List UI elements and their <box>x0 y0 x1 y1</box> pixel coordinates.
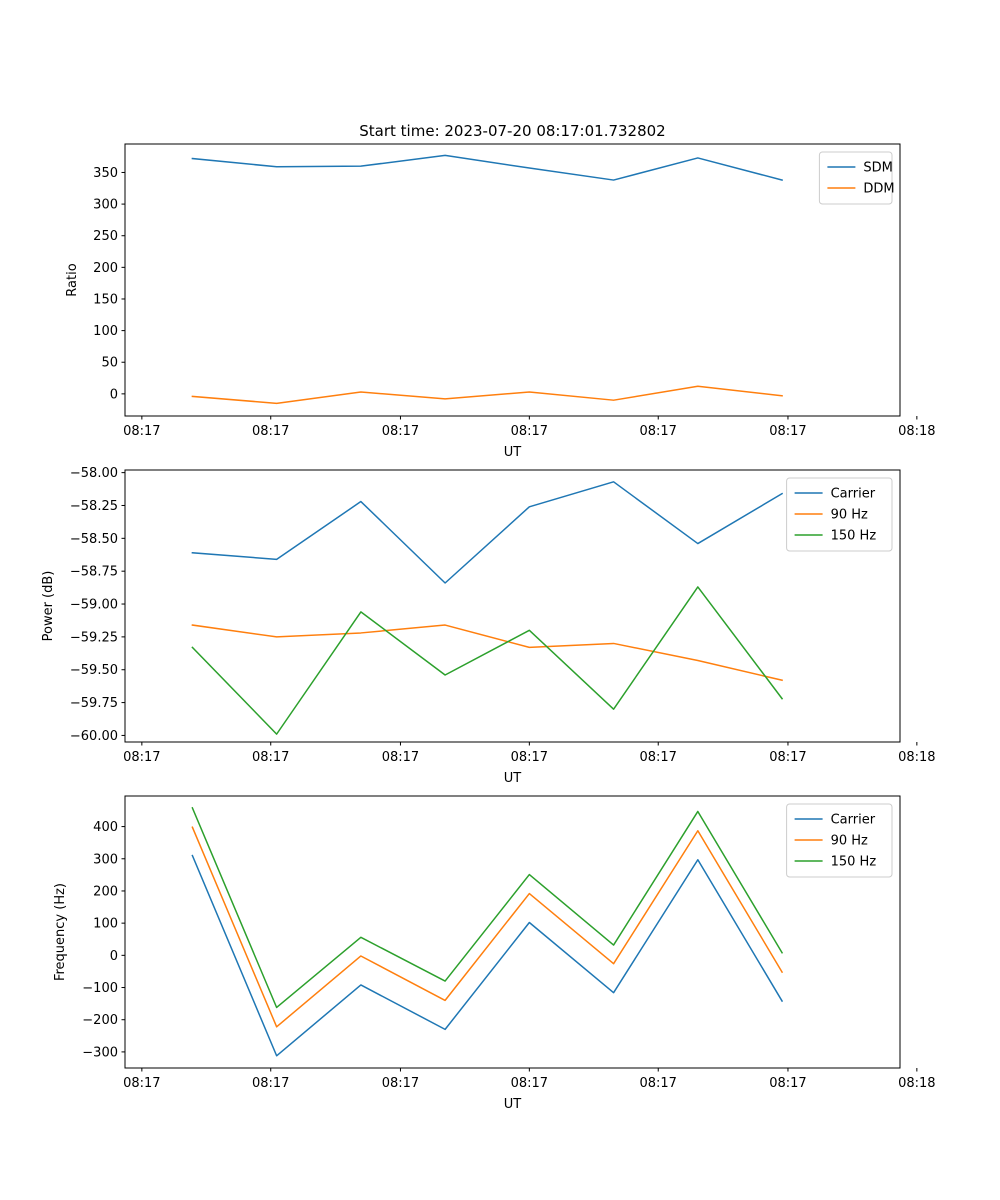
power-series-line-carrier <box>191 481 784 584</box>
ratio-y-tick-label: 250 <box>93 229 118 244</box>
power-x-tick-label: 08:17 <box>769 750 806 765</box>
ratio-legend-label-ddm: DDM <box>863 182 894 197</box>
frequency-y-tick-label: −200 <box>82 1013 118 1028</box>
power-legend-label-90-hz: 90 Hz <box>831 508 868 523</box>
frequency-plot-area <box>125 796 900 1068</box>
ratio-y-tick-label: 150 <box>93 292 118 307</box>
ratio-y-tick-label: 50 <box>101 356 118 371</box>
ratio-x-tick-label: 08:17 <box>382 424 419 439</box>
frequency-legend-box <box>786 803 893 878</box>
power-series-line-150-hz <box>191 586 784 735</box>
frequency-x-tick-label: 08:17 <box>511 1076 548 1091</box>
power-x-tick-label: 08:17 <box>511 750 548 765</box>
frequency-x-tick-label: 08:17 <box>769 1076 806 1091</box>
power-x-tick-label: 08:17 <box>252 750 289 765</box>
frequency-axes-frame <box>124 795 901 1069</box>
power-plot-area <box>125 470 900 742</box>
ratio-x-tick-label: 08:17 <box>511 424 548 439</box>
ratio-chart: Start time: 2023-07-20 08:17:01.732802 08… <box>65 122 936 460</box>
ratio-y-tick-label: 300 <box>93 198 118 213</box>
ratio-x-axis-label: UT <box>504 445 522 460</box>
frequency-x-tick-label: 08:17 <box>123 1076 160 1091</box>
frequency-legend: Carrier 90 Hz 150 Hz <box>786 803 893 878</box>
power-chart: 08:17 08:17 08:17 08:17 08:17 08:17 08:18 −60.0… <box>41 466 936 786</box>
ratio-x-tick-label: 08:18 <box>898 424 935 439</box>
frequency-y-tick-label: 200 <box>93 884 118 899</box>
figure-title: Start time: 2023-07-20 08:17:01.732802 <box>359 122 665 140</box>
frequency-y-tick-label: 0 <box>110 949 118 964</box>
power-legend: Carrier 90 Hz 150 Hz <box>786 477 893 552</box>
power-x-tick-label: 08:18 <box>898 750 935 765</box>
ratio-x-tick-label: 08:17 <box>123 424 160 439</box>
ratio-y-tick-label: 100 <box>93 324 118 339</box>
power-y-tick-label: −60.00 <box>70 729 118 744</box>
power-y-tick-label: −59.75 <box>70 696 118 711</box>
frequency-x-axis-label: UT <box>504 1097 522 1112</box>
frequency-series-line-150-hz <box>191 806 784 1009</box>
frequency-x-tick-label: 08:17 <box>382 1076 419 1091</box>
ratio-legend-box <box>818 151 893 205</box>
ratio-legend-label-sdm: SDM <box>863 161 892 176</box>
power-y-tick-label: −58.00 <box>70 466 118 481</box>
ratio-plot-area <box>125 144 900 416</box>
frequency-series-line-90-hz <box>191 826 784 1028</box>
power-y-tick-label: −58.25 <box>70 499 118 514</box>
frequency-y-tick-label: −300 <box>82 1045 118 1060</box>
ratio-x-tick-label: 08:17 <box>252 424 289 439</box>
frequency-chart: 08:17 08:17 08:17 08:17 08:17 08:17 08:18 −300 −… <box>53 795 936 1112</box>
ratio-axes-frame <box>124 143 901 417</box>
ratio-x-tick-label: 08:17 <box>639 424 676 439</box>
frequency-x-tick-label: 08:18 <box>898 1076 935 1091</box>
ratio-x-tick-label: 08:17 <box>769 424 806 439</box>
power-legend-label-carrier: Carrier <box>831 487 876 502</box>
frequency-x-tick-label: 08:17 <box>252 1076 289 1091</box>
frequency-y-tick-label: 300 <box>93 852 118 867</box>
frequency-y-tick-label: −100 <box>82 981 118 996</box>
power-x-tick-label: 08:17 <box>639 750 676 765</box>
ratio-legend: SDM DDM <box>818 151 895 205</box>
frequency-series-line-carrier <box>191 854 784 1057</box>
power-y-tick-label: −59.00 <box>70 598 118 613</box>
ratio-y-tick-label: 200 <box>93 261 118 276</box>
power-x-tick-label: 08:17 <box>123 750 160 765</box>
frequency-legend-label-carrier: Carrier <box>831 813 876 828</box>
power-y-tick-label: −58.50 <box>70 532 118 547</box>
power-x-axis-label: UT <box>504 771 522 786</box>
frequency-legend-label-150-hz: 150 Hz <box>831 855 877 870</box>
frequency-y-axis-label: Frequency (Hz) <box>53 883 68 981</box>
power-y-tick-label: −59.50 <box>70 663 118 678</box>
power-series-line-90-hz <box>191 624 783 682</box>
frequency-y-tick-label: 400 <box>93 820 118 835</box>
frequency-legend-label-90-hz: 90 Hz <box>831 834 868 849</box>
ratio-y-tick-label: 0 <box>110 387 118 402</box>
ratio-series-line-ddm <box>191 385 783 405</box>
frequency-y-tick-label: 100 <box>93 917 118 932</box>
power-x-tick-label: 08:17 <box>382 750 419 765</box>
ratio-series-line-sdm <box>191 154 783 181</box>
power-legend-label-150-hz: 150 Hz <box>831 529 877 544</box>
power-y-axis-label: Power (dB) <box>41 571 56 642</box>
power-y-tick-label: −58.75 <box>70 565 118 580</box>
ratio-y-axis-label: Ratio <box>65 263 80 296</box>
power-axes-frame <box>124 469 901 743</box>
ratio-y-tick-label: 350 <box>93 166 118 181</box>
power-legend-box <box>786 477 893 552</box>
frequency-x-tick-label: 08:17 <box>639 1076 676 1091</box>
power-y-tick-label: −59.25 <box>70 630 118 645</box>
